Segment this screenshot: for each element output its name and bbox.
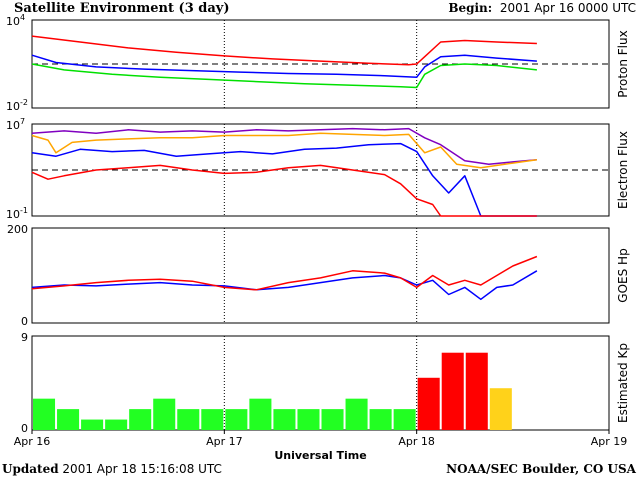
credit-text: NOAA/SEC Boulder, CO USA bbox=[446, 462, 636, 476]
series-line-blue bbox=[31, 54, 537, 78]
x-axis: Apr 16 Apr 17 Apr 18 Apr 19 Universal Time bbox=[14, 430, 628, 462]
series-line-red bbox=[31, 255, 538, 291]
kp-bar bbox=[57, 409, 80, 430]
y-tick-base: 10 bbox=[6, 100, 20, 113]
y-tick-base: 10 bbox=[6, 208, 20, 221]
updated-value: 2001 Apr 18 15:16:08 UTC bbox=[62, 462, 222, 476]
y-tick-base: 10 bbox=[6, 119, 20, 132]
x-tick-label: Apr 17 bbox=[206, 435, 243, 448]
kp-bar bbox=[441, 352, 464, 430]
kp-bar bbox=[465, 352, 488, 430]
series-line-purple bbox=[31, 127, 537, 166]
y-tick-label: 9 bbox=[21, 331, 28, 344]
y-tick-label: 200 bbox=[7, 223, 28, 236]
kp-bar bbox=[393, 409, 416, 430]
series-line-blue bbox=[31, 270, 538, 301]
panel-ylabel: GOES Hp bbox=[616, 248, 630, 302]
y-tick-exponent: -2 bbox=[20, 98, 28, 107]
chart-title: Satellite Environment (3 day) bbox=[14, 1, 230, 16]
y-tick-label: 10-1 bbox=[6, 206, 28, 221]
x-tick-label: Apr 19 bbox=[591, 435, 628, 448]
panel-frame bbox=[31, 227, 610, 324]
kp-bar bbox=[81, 419, 104, 430]
panel-ylabel: Estimated Kp bbox=[616, 343, 630, 423]
panel-ylabel: Proton Flux bbox=[616, 30, 630, 97]
panel-frame bbox=[31, 335, 610, 431]
kp-bar bbox=[129, 409, 152, 430]
y-tick-exponent: -1 bbox=[20, 206, 28, 215]
series-line-green bbox=[31, 63, 537, 89]
kp-bar bbox=[321, 409, 344, 430]
y-tick-exponent: 7 bbox=[20, 117, 25, 126]
kp-bar bbox=[369, 409, 392, 430]
kp-bar bbox=[177, 409, 200, 430]
kp-bar bbox=[249, 398, 272, 430]
updated-timestamp: Updated 2001 Apr 18 15:16:08 UTC bbox=[2, 462, 222, 476]
series-line-blue bbox=[31, 142, 537, 217]
begin-label: Begin: bbox=[448, 1, 493, 15]
x-tick-label: Apr 18 bbox=[398, 435, 435, 448]
kp-bar bbox=[345, 398, 368, 430]
panel-hp: 200 0 GOES Hp bbox=[7, 223, 630, 328]
y-tick-label: 107 bbox=[6, 117, 25, 132]
kp-bar bbox=[489, 388, 512, 430]
kp-bar bbox=[417, 377, 440, 430]
kp-bar bbox=[273, 409, 296, 430]
updated-label: Updated bbox=[2, 462, 59, 476]
kp-bar bbox=[153, 398, 176, 430]
kp-bar bbox=[297, 409, 320, 430]
begin-timestamp: Begin: 2001 Apr 16 0000 UTC bbox=[448, 1, 636, 15]
x-axis-title: Universal Time bbox=[274, 449, 366, 462]
y-tick-label: 104 bbox=[6, 13, 25, 28]
begin-value: 2001 Apr 16 0000 UTC bbox=[499, 1, 636, 15]
y-tick-exponent: 4 bbox=[20, 13, 25, 22]
kp-bar bbox=[201, 409, 224, 430]
series-line-red bbox=[31, 35, 537, 66]
series-line-orange bbox=[31, 132, 538, 169]
y-tick-label: 0 bbox=[21, 422, 28, 435]
y-tick-base: 10 bbox=[6, 15, 20, 28]
kp-bar bbox=[105, 419, 128, 430]
panel-kp: 9 0 Estimated Kp bbox=[21, 331, 630, 435]
kp-bar bbox=[225, 409, 248, 430]
series-line-red bbox=[31, 164, 537, 217]
y-tick-label: 10-2 bbox=[6, 98, 28, 113]
y-tick-label: 0 bbox=[21, 315, 28, 328]
panel-ylabel: Electron Flux bbox=[616, 131, 630, 209]
x-tick-label: Apr 16 bbox=[14, 435, 51, 448]
kp-bar bbox=[33, 398, 56, 430]
